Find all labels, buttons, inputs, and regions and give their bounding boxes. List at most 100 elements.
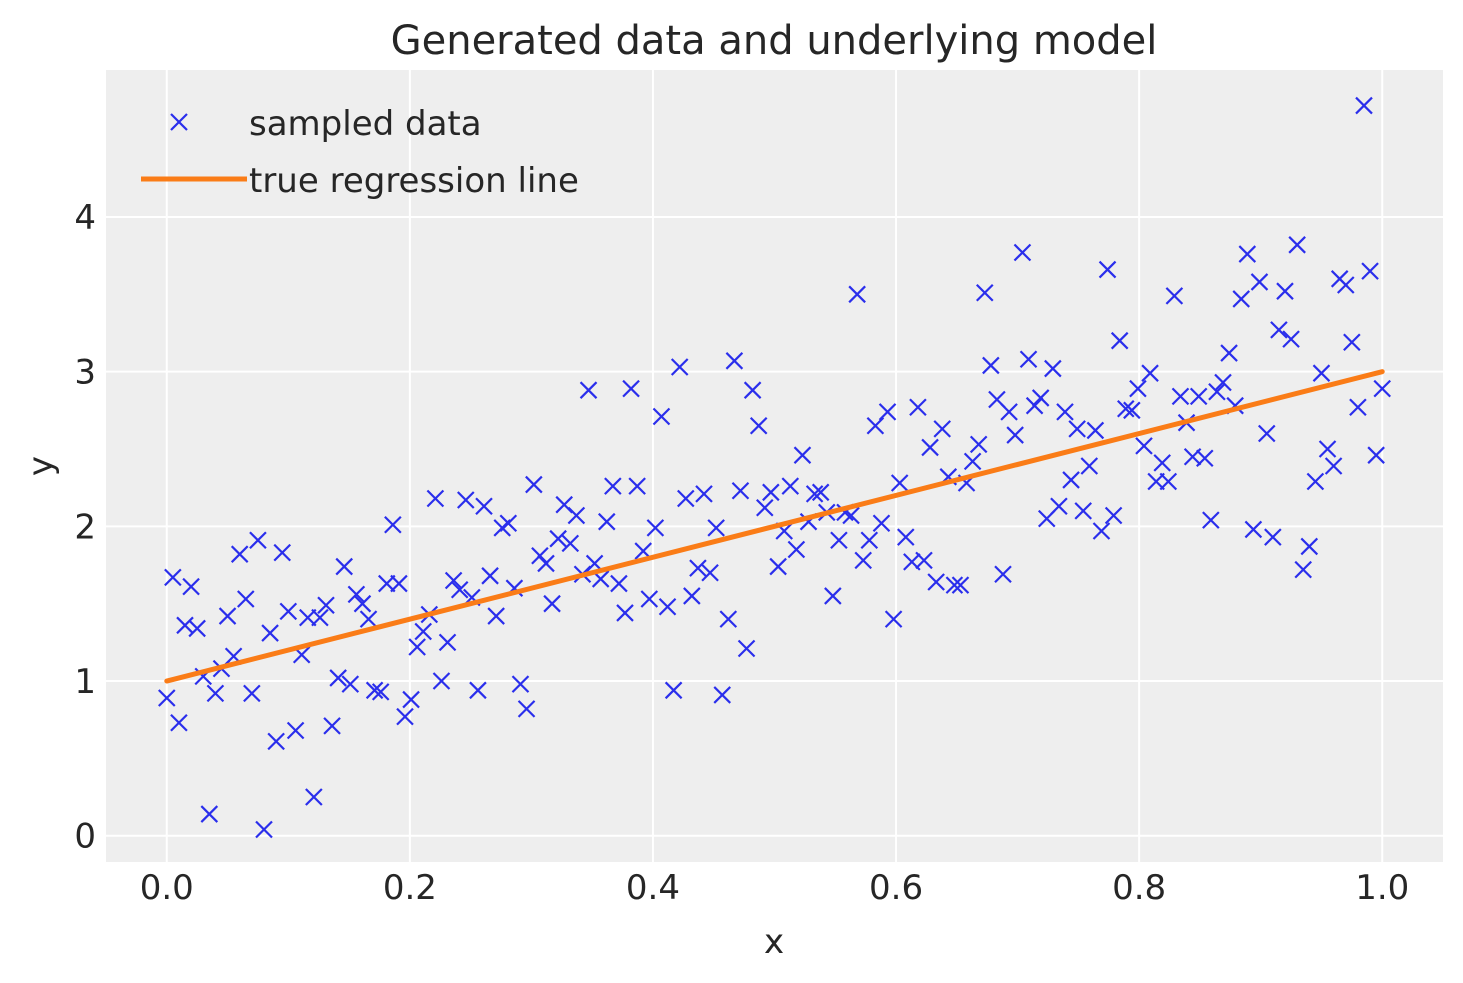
- x-tick-label: 1.0: [1355, 868, 1409, 908]
- data-point: [402, 690, 420, 709]
- data-point: [670, 358, 689, 376]
- data-point: [1361, 262, 1379, 280]
- data-point: [311, 608, 329, 627]
- data-point: [408, 638, 426, 656]
- data-point: [921, 438, 939, 457]
- x-tick-label: 0.2: [383, 868, 437, 908]
- data-point: [567, 506, 586, 525]
- data-point: [951, 576, 970, 594]
- data-point: [1306, 472, 1325, 491]
- data-point: [1159, 472, 1178, 491]
- data-point: [969, 435, 988, 454]
- data-point: [1336, 276, 1355, 294]
- x-axis-label: x: [764, 922, 784, 962]
- data-point: [597, 512, 616, 531]
- y-tick-label: 3: [74, 353, 96, 393]
- data-point: [676, 489, 695, 508]
- data-point: [622, 379, 640, 398]
- data-point: [994, 565, 1012, 584]
- data-point: [1031, 389, 1050, 407]
- data-point: [707, 519, 725, 537]
- data-point: [1288, 236, 1306, 254]
- regression-line: [164, 369, 1385, 684]
- data-point: [286, 721, 305, 740]
- data-point: [628, 477, 646, 495]
- data-point: [1294, 560, 1313, 579]
- data-point: [646, 519, 665, 537]
- data-point: [236, 590, 255, 608]
- data-point: [963, 452, 982, 471]
- data-point: [230, 545, 249, 563]
- line-layer: [164, 369, 1385, 684]
- data-point: [279, 602, 298, 621]
- data-point: [933, 420, 952, 438]
- data-point: [1264, 528, 1282, 546]
- data-point: [975, 283, 994, 302]
- data-point: [365, 681, 384, 700]
- data-point: [811, 483, 830, 502]
- legend: sampled data true regression line: [141, 104, 579, 201]
- data-point: [743, 381, 762, 399]
- data-point: [176, 616, 194, 635]
- data-point: [793, 446, 812, 464]
- data-point: [481, 567, 499, 585]
- data-point: [249, 531, 267, 550]
- data-point: [805, 485, 824, 503]
- data-point: [1355, 96, 1373, 115]
- legend-label-line: true regression line: [249, 161, 579, 201]
- chart-title: Generated data and underlying model: [391, 18, 1158, 64]
- y-tick-labels: 0 1 2 3 4: [74, 198, 96, 857]
- data-point: [769, 557, 787, 576]
- data-point: [438, 633, 457, 652]
- data-point: [915, 551, 933, 570]
- data-point: [444, 571, 463, 590]
- data-point: [1110, 331, 1129, 350]
- data-point: [561, 534, 580, 553]
- data-point: [1080, 457, 1099, 475]
- x-tick-label: 0.4: [626, 868, 680, 908]
- data-point: [475, 497, 493, 515]
- x-tick-labels: 0.0 0.2 0.4 0.6 0.8 1.0: [140, 868, 1410, 908]
- data-point: [866, 417, 885, 435]
- data-point: [1044, 359, 1062, 378]
- data-point: [1019, 350, 1038, 369]
- data-point: [1208, 382, 1226, 401]
- data-point: [1129, 379, 1147, 398]
- data-point: [719, 610, 738, 628]
- x-tick-label: 0.0: [140, 868, 194, 908]
- x-tick-label: 0.8: [1112, 868, 1166, 908]
- data-point: [1300, 537, 1319, 556]
- data-point: [1165, 287, 1184, 305]
- data-point: [872, 514, 891, 533]
- data-point: [456, 491, 475, 509]
- data-point: [396, 707, 414, 726]
- data-point: [1050, 497, 1068, 515]
- legend-marker-x-icon: [170, 113, 188, 131]
- data-point: [1250, 273, 1269, 291]
- data-point: [353, 594, 372, 613]
- y-tick-label: 2: [74, 507, 96, 547]
- data-point: [787, 540, 806, 559]
- data-point: [305, 788, 323, 806]
- data-point: [1202, 511, 1220, 529]
- data-point: [255, 820, 273, 839]
- data-point: [188, 619, 206, 638]
- data-point: [157, 689, 176, 707]
- data-point: [695, 485, 713, 503]
- data-point: [1171, 387, 1190, 406]
- data-point: [1244, 520, 1263, 539]
- data-point: [579, 381, 598, 399]
- data-point: [390, 574, 408, 593]
- data-point: [664, 681, 683, 700]
- data-point: [1349, 398, 1367, 416]
- data-point: [243, 684, 261, 703]
- data-point: [1062, 471, 1080, 489]
- data-point: [860, 531, 879, 550]
- data-point: [1232, 290, 1251, 308]
- data-point: [261, 624, 279, 642]
- data-point: [762, 483, 780, 502]
- data-point: [982, 356, 1000, 375]
- data-point: [731, 481, 750, 500]
- data-point: [218, 607, 237, 625]
- data-point: [884, 610, 903, 628]
